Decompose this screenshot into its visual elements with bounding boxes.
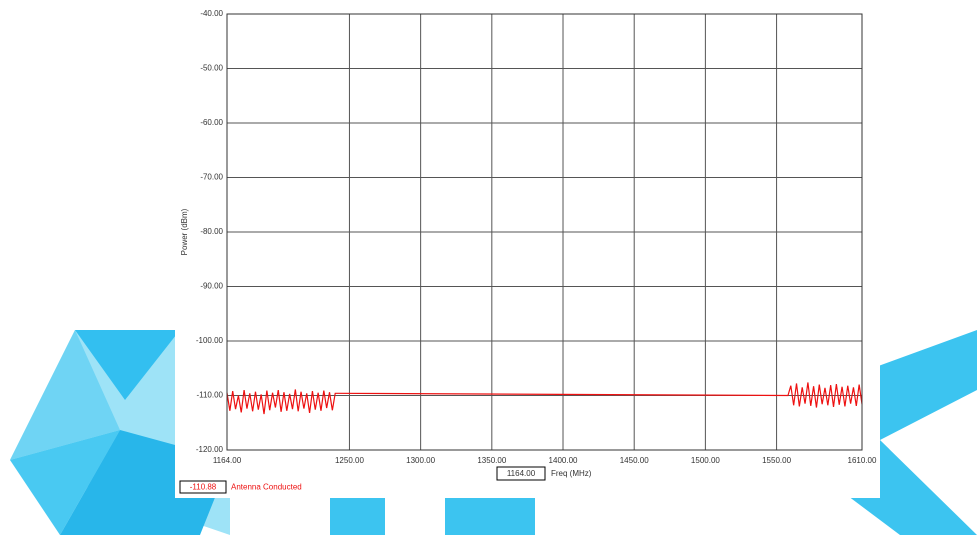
y-tick-label: -110.00: [196, 391, 223, 400]
legend-value-box: [179, 480, 227, 494]
x-tick-label: 1550.00: [762, 456, 791, 465]
x-tick-label: 1250.00: [335, 456, 364, 465]
y-tick-label: -50.00: [200, 64, 223, 73]
y-tick-label: -70.00: [200, 173, 223, 182]
series-group: [226, 382, 863, 415]
tick-labels: -40.00 -50.00 -60.00 -70.00 -80.00 -90.00 -100…: [196, 9, 877, 465]
legend-entry: Antenna Conducted: [231, 483, 302, 492]
y-tick-label: -40.00: [200, 9, 223, 18]
x-tick-label: 1610.00: [848, 456, 877, 465]
legend-value: -110.88: [190, 483, 217, 492]
y-axis-label: Power (dBm): [180, 208, 189, 255]
y-tick-label: -100.00: [196, 336, 224, 345]
y-tick-label: -80.00: [200, 227, 223, 236]
x-tick-label: 1500.00: [691, 456, 720, 465]
y-tick-label: -120.00: [196, 445, 224, 454]
x-axis-label: Freq (MHz): [551, 469, 592, 478]
data-line: [226, 382, 863, 415]
y-tick-label: -90.00: [200, 282, 223, 291]
x-tick-label: 1164.00: [213, 456, 242, 465]
x-tick-label: 1450.00: [620, 456, 649, 465]
marker-box: [496, 466, 546, 481]
x-tick-label: 1400.00: [549, 456, 578, 465]
x-tick-label: 1350.00: [477, 456, 506, 465]
chart-background: [175, 0, 880, 498]
y-tick-label: -60.00: [200, 118, 223, 127]
marker-freq: 1164.00: [507, 469, 536, 478]
x-tick-label: 1300.00: [406, 456, 435, 465]
plot-border: [226, 13, 863, 451]
